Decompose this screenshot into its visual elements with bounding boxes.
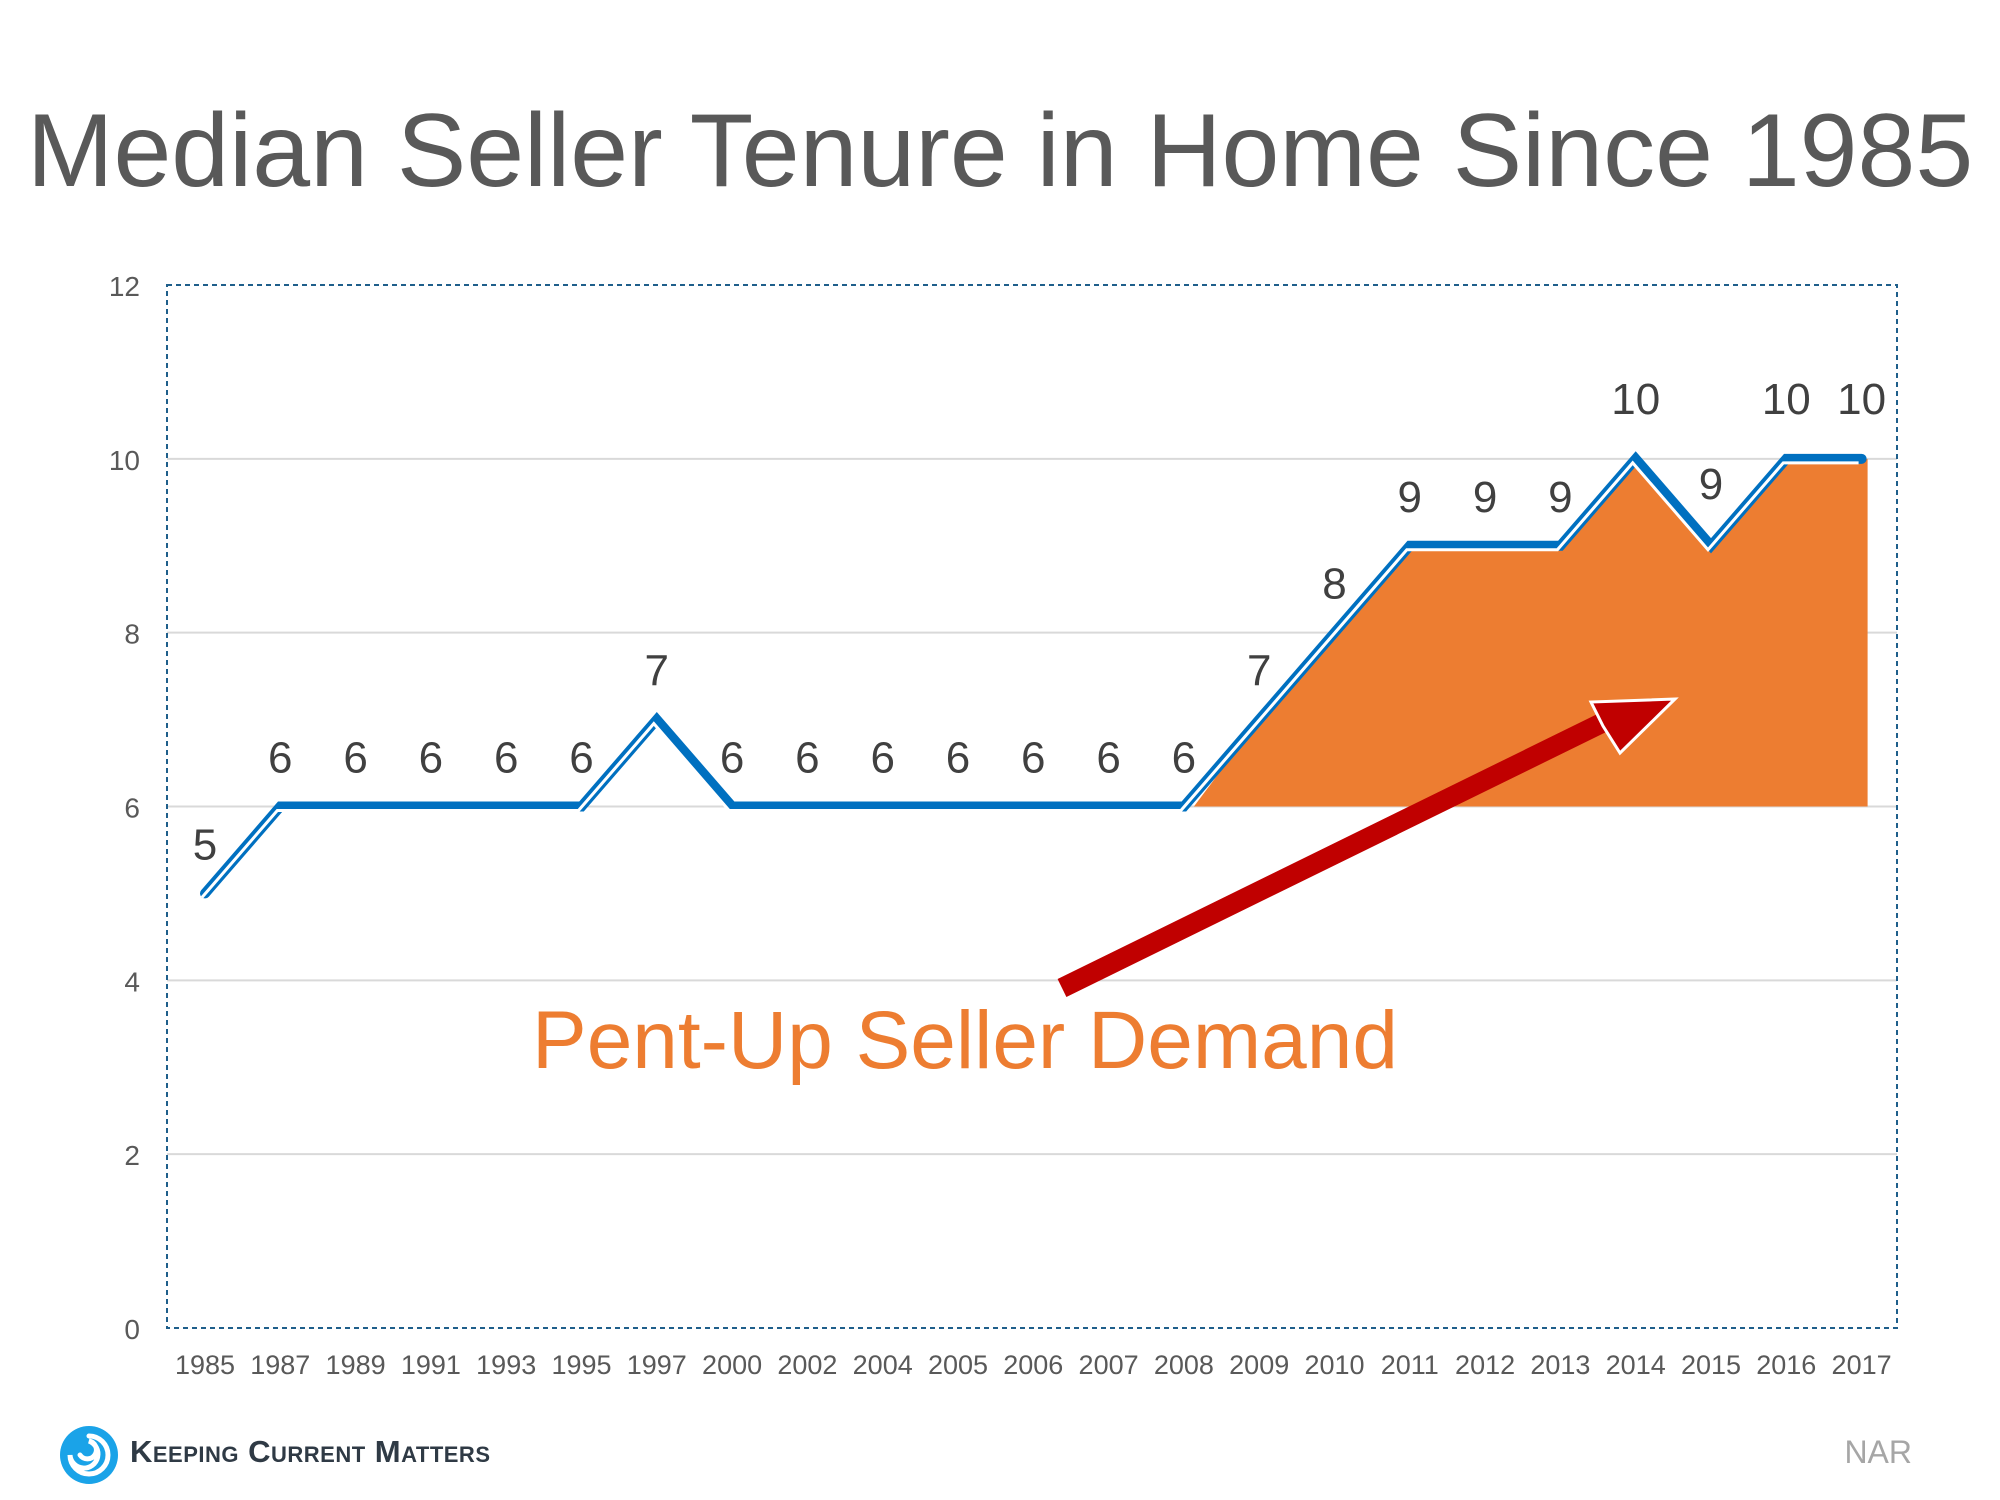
y-tick-label: 0 [124,1314,140,1345]
data-label: 6 [870,734,894,783]
x-axis-ticks: 1985 1987 1989 1991 1993 1995 1997 2000 2002 2004… [175,1350,1892,1380]
data-label: 9 [1699,460,1723,509]
data-label: 10 [1762,375,1811,424]
x-tick-label: 1989 [326,1350,386,1380]
data-label: 6 [795,734,819,783]
x-tick-label: 2004 [853,1350,913,1380]
x-tick-label: 2002 [777,1350,837,1380]
source-label: NAR [1844,1434,1912,1470]
x-tick-label: 1985 [175,1350,235,1380]
arrow-shaft [1057,709,1617,997]
data-label: 6 [1096,734,1120,783]
x-tick-label: 2000 [702,1350,762,1380]
data-label: 10 [1611,375,1660,424]
y-tick-label: 10 [109,445,140,476]
data-label: 7 [1247,647,1271,696]
series-line [200,451,1867,899]
data-label: 7 [645,647,669,696]
x-tick-label: 2014 [1606,1350,1666,1380]
data-label: 6 [419,734,443,783]
y-tick-label: 12 [109,271,140,302]
x-tick-label: 2005 [928,1350,988,1380]
series-line-highlight [200,460,1859,899]
brand-logo: Keeping Current Matters [58,1420,528,1490]
x-tick-label: 2009 [1229,1350,1289,1380]
chart-title: Median Seller Tenure in Home Since 1985 [26,93,1974,209]
x-tick-label: 2017 [1832,1350,1892,1380]
swirl-logo-icon [60,1426,118,1484]
pent-up-demand-area [1193,458,1868,807]
data-label: 9 [1548,473,1572,522]
x-tick-label: 1987 [250,1350,310,1380]
trend-arrow [1057,697,1679,997]
data-label: 6 [494,734,518,783]
brand-name: Keeping Current Matters [130,1434,491,1469]
data-label: 10 [1837,375,1886,424]
x-tick-label: 2007 [1079,1350,1139,1380]
data-label: 6 [268,734,292,783]
x-tick-label: 1997 [627,1350,687,1380]
data-label: 6 [946,734,970,783]
x-tick-label: 1993 [476,1350,536,1380]
y-tick-label: 8 [124,619,140,650]
y-tick-label: 6 [124,793,140,824]
pent-up-demand-label: Pent-Up Seller Demand [532,995,1398,1086]
plot-area-border [166,284,1898,1329]
x-tick-label: 2013 [1530,1350,1590,1380]
x-tick-label: 2008 [1154,1350,1214,1380]
x-tick-label: 2011 [1381,1350,1439,1380]
y-tick-label: 4 [124,966,140,997]
data-label: 5 [193,820,217,869]
x-tick-label: 2006 [1003,1350,1063,1380]
data-label: 6 [1172,734,1196,783]
data-label: 9 [1473,473,1497,522]
data-label: 6 [569,734,593,783]
data-label: 6 [343,734,367,783]
data-label: 8 [1322,560,1346,609]
data-label: 6 [1021,734,1045,783]
x-tick-label: 1991 [401,1350,461,1380]
x-tick-label: 2012 [1455,1350,1515,1380]
x-tick-label: 2010 [1304,1350,1364,1380]
y-tick-label: 2 [124,1140,140,1171]
data-labels: 5 6 6 6 6 6 7 6 6 6 6 6 6 6 7 8 9 9 9 10 9 10 10 [193,375,1886,870]
x-tick-label: 2015 [1681,1350,1741,1380]
x-tick-label: 1995 [551,1350,611,1380]
data-label: 9 [1398,473,1422,522]
x-tick-label: 2016 [1756,1350,1816,1380]
data-label: 6 [720,734,744,783]
y-axis-ticks: 0 2 4 6 8 10 12 [109,271,140,1345]
arrow-head [1588,697,1679,756]
